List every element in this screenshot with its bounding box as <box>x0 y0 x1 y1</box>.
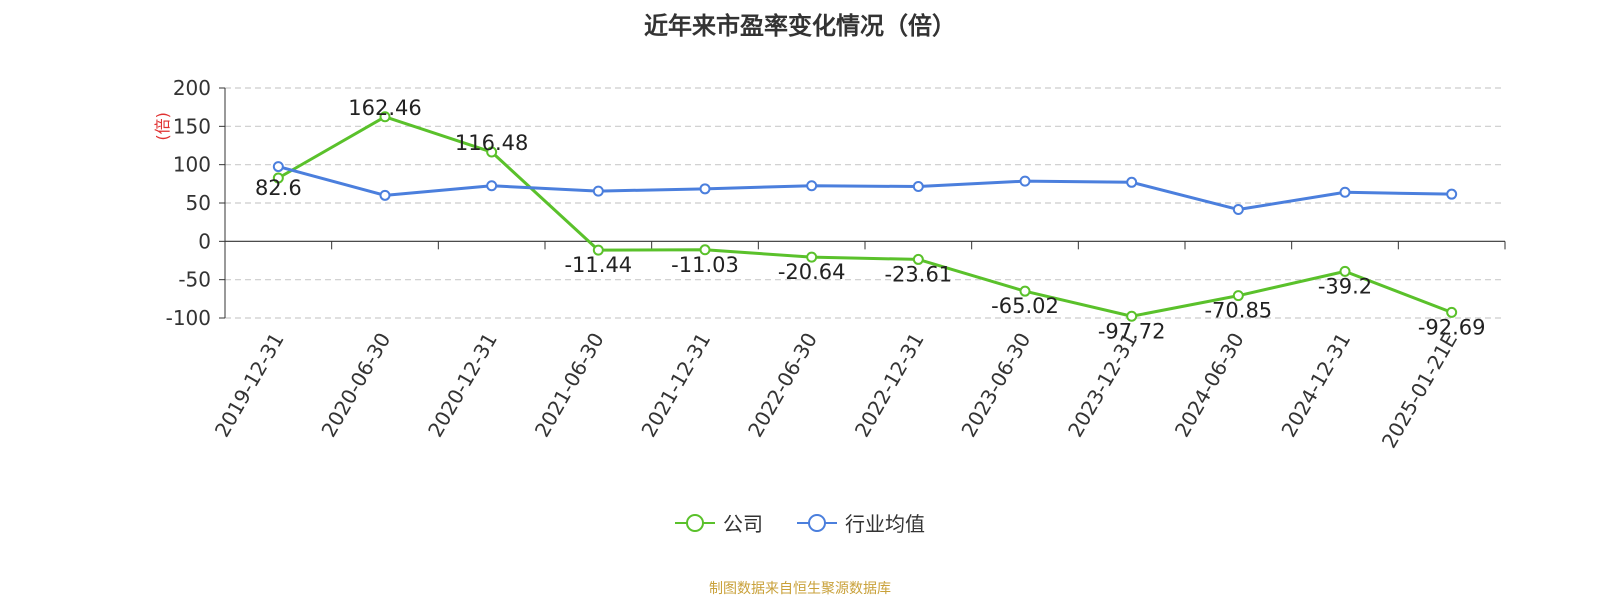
data-point-industry-avg <box>379 189 391 201</box>
x-tick-label: 2022-12-31 <box>850 328 929 441</box>
x-tick-label: 2019-12-31 <box>210 329 289 442</box>
data-label: 82.6 <box>255 176 302 200</box>
data-point-company <box>912 253 924 265</box>
data-point-industry-avg <box>1339 186 1351 198</box>
data-point-industry-avg <box>806 180 818 192</box>
y-tick-label: -50 <box>178 268 211 292</box>
data-label: 116.48 <box>455 131 528 155</box>
y-tick-label: 50 <box>186 191 211 215</box>
data-point-company <box>1232 290 1244 302</box>
x-tick-label: 2021-06-30 <box>530 329 609 442</box>
data-label: 162.46 <box>348 96 421 120</box>
data-point-industry-avg <box>592 185 604 197</box>
data-point-company <box>1339 265 1351 277</box>
data-label: -20.64 <box>778 260 846 284</box>
data-point-industry-avg <box>1126 176 1138 188</box>
legend-item-company[interactable]: 公司 <box>675 508 763 537</box>
data-point-company <box>486 146 498 158</box>
chart-title: 近年来市盈率变化情况（倍） <box>644 12 956 40</box>
data-source-note: 制图数据来自恒生聚源数据库 <box>709 581 891 597</box>
y-tick-label: 200 <box>173 76 211 100</box>
x-tick-label: 2020-06-30 <box>316 329 395 442</box>
legend-item-industry-avg[interactable]: 行业均值 <box>797 508 925 537</box>
x-tick-label: 2020-12-31 <box>423 328 502 441</box>
legend-marker-industry-avg <box>797 513 837 532</box>
data-label: -65.02 <box>991 294 1059 318</box>
data-point-company <box>699 244 711 256</box>
legend: 公司 行业均值 <box>0 508 1600 537</box>
data-label: -70.85 <box>1204 299 1272 323</box>
x-tick-label: 2025-01-21E <box>1377 329 1462 453</box>
data-point-company <box>806 251 818 263</box>
data-point-industry-avg <box>1232 204 1244 216</box>
data-label: -92.69 <box>1418 315 1486 339</box>
x-tick-label: 2022-06-30 <box>743 329 822 442</box>
x-tick-label: 2023-06-30 <box>956 329 1035 442</box>
data-label: -11.03 <box>671 253 739 277</box>
y-axis-label: (倍) <box>153 112 172 141</box>
legend-label-company: 公司 <box>723 512 763 536</box>
data-label: -23.61 <box>884 262 952 286</box>
data-point-industry-avg <box>272 161 284 173</box>
x-tick-label: 2024-12-31 <box>1276 329 1355 442</box>
series-line-company <box>277 115 1453 318</box>
data-point-industry-avg <box>699 183 711 195</box>
data-label: -97.72 <box>1098 319 1166 343</box>
legend-marker-company <box>675 513 715 532</box>
line-chart: 200 150 100 50 0 -50 -100 (倍) 2019-12-31 2020-06-… <box>153 76 1506 453</box>
x-tick-label: 2023-12-31 <box>1063 329 1142 442</box>
y-tick-label: -100 <box>166 306 211 330</box>
legend-label-industry-avg: 行业均值 <box>845 512 925 536</box>
data-point-company <box>379 111 391 123</box>
y-tick-label: 100 <box>173 153 211 177</box>
data-point-company <box>1446 306 1458 318</box>
data-label: -39.2 <box>1318 274 1372 298</box>
data-label: -11.44 <box>564 253 632 277</box>
data-point-industry-avg <box>1446 188 1458 200</box>
x-tick-label: 2024-06-30 <box>1170 329 1249 442</box>
x-tick-label: 2021-12-31 <box>636 329 715 442</box>
data-point-company <box>272 172 284 184</box>
y-tick-label: 150 <box>173 114 211 138</box>
data-point-company <box>1126 310 1138 322</box>
y-tick-label: 0 <box>198 229 211 253</box>
data-point-company <box>1019 285 1031 297</box>
series-line-industry-avg <box>277 165 1452 212</box>
data-point-industry-avg <box>912 181 924 193</box>
data-point-company <box>592 244 604 256</box>
data-point-industry-avg <box>486 180 498 192</box>
data-point-industry-avg <box>1019 175 1031 187</box>
